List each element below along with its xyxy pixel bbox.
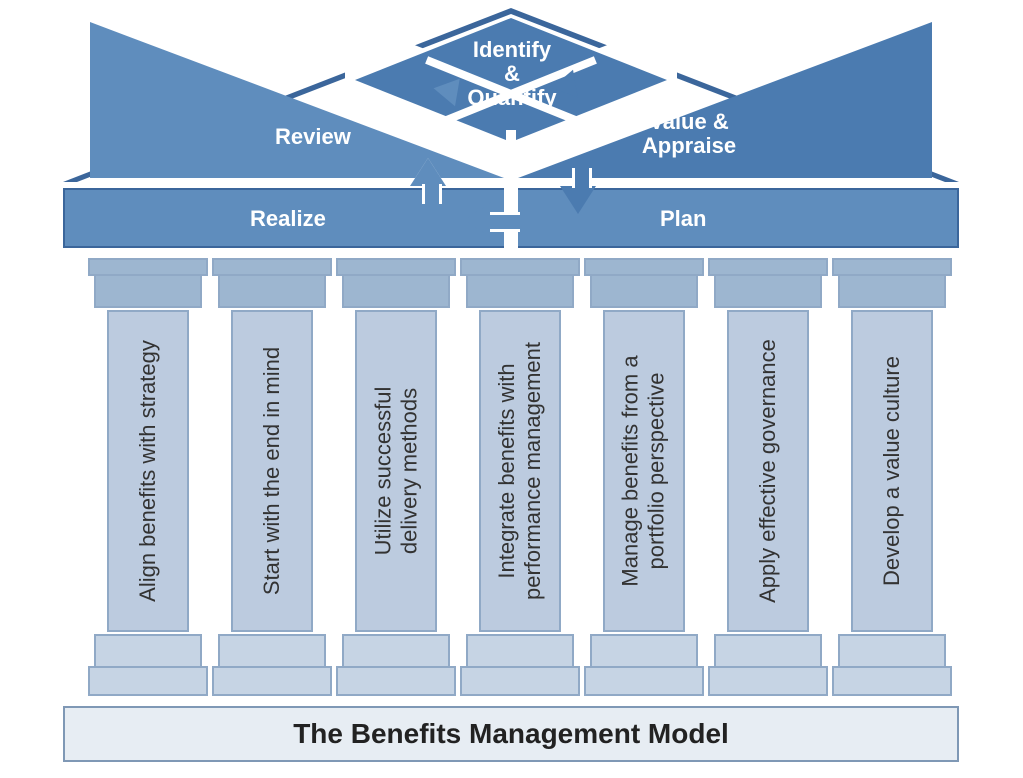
pillar-5-capital: [590, 274, 698, 308]
arrow-appraise-to-plan: [560, 186, 596, 214]
roof-center-gap-v: [506, 130, 516, 188]
foundation-label: The Benefits Management Model: [293, 718, 729, 750]
pillar-2-label: Start with the end in mind: [259, 347, 285, 595]
pillar-3-shaft: Utilize successfuldelivery methods: [355, 310, 437, 632]
foundation-bar: The Benefits Management Model: [63, 706, 959, 762]
arrow-plan-to-realize: [464, 202, 492, 238]
pillar-6-shaft: Apply effective governance: [727, 310, 809, 632]
pillar-7-plinth: [832, 666, 952, 696]
pillar-7-label: Develop a value culture: [879, 356, 905, 586]
entablature-label-plan: Plan: [660, 206, 706, 232]
arrow-realize-to-review: [410, 158, 446, 186]
pillar-5-plinth: [584, 666, 704, 696]
arrow-realize-stem: [422, 184, 442, 204]
pillar-2-capital: [218, 274, 326, 308]
pillar-5-base-neck: [590, 634, 698, 668]
pillar-1-label: Align benefits with strategy: [135, 340, 161, 602]
pillar-7-capital: [838, 274, 946, 308]
pillar-4-shaft: Integrate benefits withperformance manag…: [479, 310, 561, 632]
pillar-1-base-neck: [94, 634, 202, 668]
pillar-2-base-neck: [218, 634, 326, 668]
entablature-label-realize: Realize: [250, 206, 326, 232]
pillar-3-plinth: [336, 666, 456, 696]
pillar-1-plinth: [88, 666, 208, 696]
arrow-appraise-stem: [572, 168, 592, 188]
pillar-3-base-neck: [342, 634, 450, 668]
pillar-6-base-neck: [714, 634, 822, 668]
pillar-7-base-neck: [838, 634, 946, 668]
benefits-management-diagram: Identify &Quantify Review Value &Apprais…: [0, 0, 1023, 778]
roof-label-review: Review: [275, 124, 351, 150]
pillar-6-capital: [714, 274, 822, 308]
pillar-3-label: Utilize successfuldelivery methods: [370, 387, 422, 556]
pillar-1-capital: [94, 274, 202, 308]
roof-label-value-appraise: Value &Appraise: [634, 110, 744, 158]
pillar-5-label: Manage benefits from aportfolio perspect…: [618, 355, 670, 586]
pillar-6-plinth: [708, 666, 828, 696]
pillar-4-label: Integrate benefits withperformance manag…: [494, 342, 546, 600]
pillar-6-label: Apply effective governance: [755, 339, 781, 603]
pillar-4-base-neck: [466, 634, 574, 668]
pillar-1-shaft: Align benefits with strategy: [107, 310, 189, 632]
pillar-2-shaft: Start with the end in mind: [231, 310, 313, 632]
pillar-4-plinth: [460, 666, 580, 696]
pillar-5-shaft: Manage benefits from aportfolio perspect…: [603, 310, 685, 632]
arrow-plan-to-realize-stem: [490, 212, 520, 232]
roof-label-identify: Identify &Quantify: [462, 38, 562, 110]
pillar-3-capital: [342, 274, 450, 308]
pillar-4-capital: [466, 274, 574, 308]
pillar-2-plinth: [212, 666, 332, 696]
pillar-7-shaft: Develop a value culture: [851, 310, 933, 632]
